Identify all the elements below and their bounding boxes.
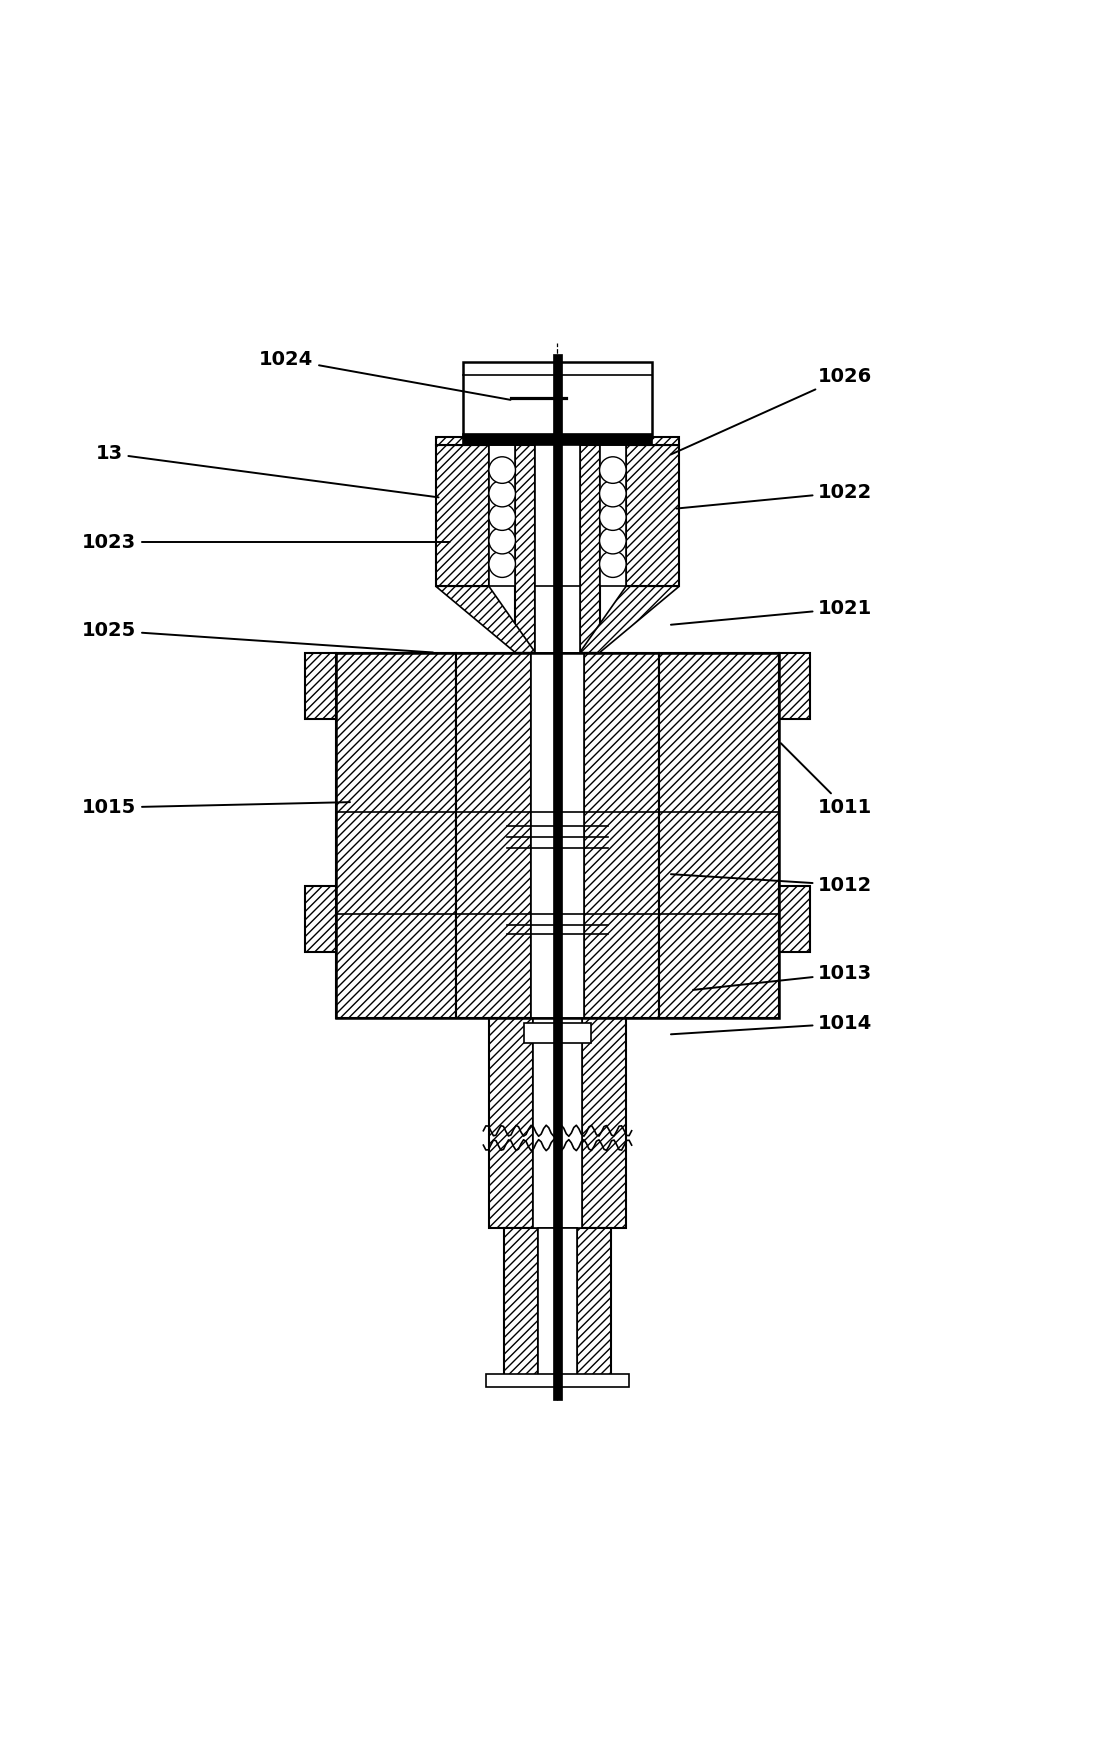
Circle shape: [600, 481, 627, 507]
Bar: [436, 437, 488, 444]
Text: 1023: 1023: [83, 533, 449, 552]
Bar: [515, 444, 535, 652]
Bar: [537, 1229, 578, 1383]
Bar: [524, 1023, 591, 1044]
Text: 1022: 1022: [677, 482, 872, 509]
Bar: [627, 437, 679, 444]
Text: 1025: 1025: [83, 621, 433, 652]
Bar: [306, 886, 336, 953]
Bar: [485, 1374, 630, 1388]
Text: 1024: 1024: [260, 350, 511, 400]
Bar: [580, 444, 600, 652]
Polygon shape: [436, 586, 535, 652]
Text: 1021: 1021: [671, 600, 872, 624]
Circle shape: [488, 503, 515, 530]
Text: 13: 13: [96, 444, 438, 498]
Bar: [456, 652, 531, 1017]
Bar: [464, 362, 651, 437]
Bar: [553, 353, 562, 1400]
Bar: [600, 444, 627, 586]
Bar: [779, 652, 809, 718]
Bar: [504, 1229, 537, 1383]
Text: 1012: 1012: [671, 874, 872, 895]
Bar: [436, 444, 488, 586]
Polygon shape: [580, 586, 679, 652]
Circle shape: [488, 481, 515, 507]
Text: 1026: 1026: [671, 367, 872, 454]
Circle shape: [600, 528, 627, 554]
Bar: [627, 444, 679, 586]
Bar: [306, 886, 336, 953]
Bar: [584, 652, 659, 1017]
Text: 1013: 1013: [694, 965, 872, 989]
Bar: [779, 886, 809, 953]
Bar: [578, 1229, 611, 1383]
Circle shape: [600, 503, 627, 530]
Circle shape: [600, 551, 627, 577]
Bar: [535, 444, 580, 652]
Bar: [533, 1017, 582, 1229]
Circle shape: [488, 551, 515, 577]
Bar: [464, 434, 651, 444]
Circle shape: [488, 456, 515, 484]
Circle shape: [488, 528, 515, 554]
Bar: [336, 652, 456, 1017]
Bar: [582, 1017, 627, 1229]
Bar: [336, 652, 779, 1017]
Text: 1015: 1015: [83, 799, 350, 816]
Bar: [659, 652, 779, 1017]
Bar: [779, 652, 809, 718]
Text: 1011: 1011: [780, 743, 872, 816]
Bar: [306, 652, 336, 718]
Bar: [488, 1017, 533, 1229]
Bar: [535, 586, 580, 652]
Circle shape: [600, 456, 627, 484]
Bar: [306, 652, 336, 718]
Text: 1014: 1014: [671, 1014, 872, 1035]
Bar: [531, 652, 584, 1017]
Bar: [488, 444, 515, 586]
Bar: [779, 886, 809, 953]
